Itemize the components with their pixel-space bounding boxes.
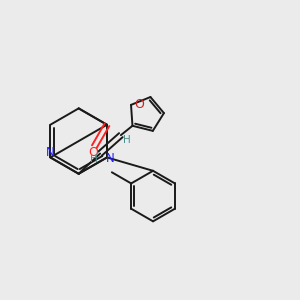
Text: N: N: [106, 152, 114, 165]
Text: O: O: [134, 98, 144, 111]
Text: O: O: [88, 146, 98, 159]
Text: N: N: [46, 146, 55, 160]
Text: H: H: [90, 154, 98, 164]
Text: H: H: [123, 135, 131, 145]
